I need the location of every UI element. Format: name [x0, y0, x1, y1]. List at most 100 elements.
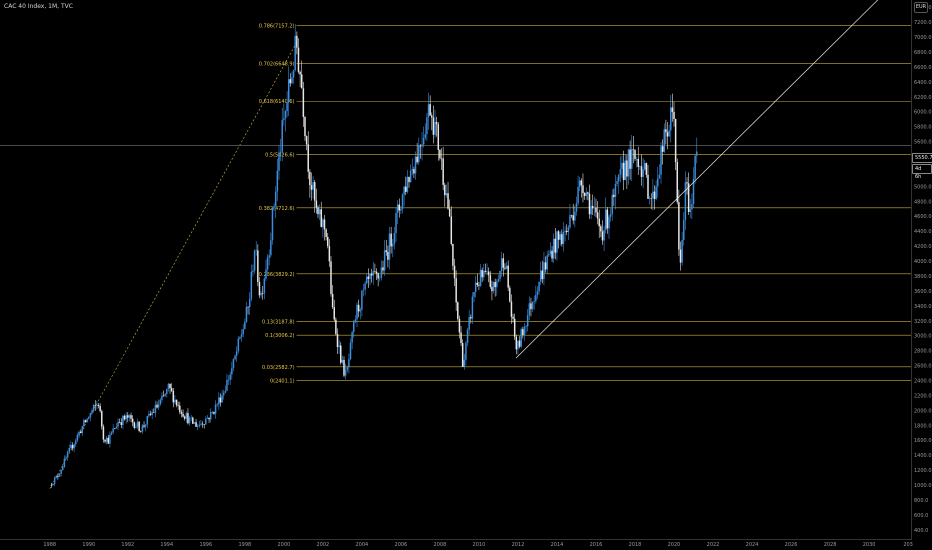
- candle-body-up: [190, 417, 192, 419]
- candle-body-down: [180, 411, 183, 414]
- candle-body-up: [224, 390, 227, 393]
- candle-body-down: [328, 246, 331, 262]
- candle-body-up: [144, 424, 147, 427]
- candle-body-up: [549, 250, 552, 255]
- candle-body-up: [157, 404, 160, 408]
- candle-body-up: [611, 194, 613, 215]
- candle-body-down: [374, 271, 376, 272]
- candle-body-down: [377, 273, 379, 279]
- candle-body-down: [304, 116, 306, 137]
- candle-body-down: [309, 171, 311, 186]
- candle-body-down: [673, 111, 675, 120]
- candle-body-up: [535, 294, 537, 302]
- candle-body-down: [133, 422, 136, 428]
- fib-level-label: 0.5(5426.6): [265, 153, 294, 159]
- candle-body-up: [499, 270, 501, 279]
- candle-body-up: [279, 151, 282, 153]
- candle-body-up: [188, 417, 191, 424]
- candle-body-up: [655, 186, 657, 200]
- candle-body-up: [409, 170, 412, 183]
- candle-body-up: [146, 415, 149, 425]
- candle-body-down: [665, 129, 667, 133]
- candle-body-down: [326, 236, 329, 247]
- candle-body-down: [522, 329, 524, 335]
- candle-body-down: [494, 282, 496, 288]
- candle-body-down: [435, 121, 438, 125]
- candle-body-down: [101, 411, 103, 427]
- candle-body-up: [117, 422, 119, 427]
- candle-body-up: [414, 156, 417, 174]
- candle-body-up: [616, 181, 618, 184]
- candle-body-down: [84, 420, 87, 423]
- candle-body-up: [474, 282, 477, 293]
- fib-level-label: 0.236(3829.2): [259, 272, 295, 278]
- currency-badge[interactable]: EUR: [914, 2, 928, 13]
- candle-body-up: [603, 230, 605, 241]
- candle-body-up: [205, 418, 207, 425]
- candle-body-up: [362, 289, 365, 291]
- x-tick-label: 2018: [629, 542, 642, 548]
- candle-body-up: [692, 178, 695, 204]
- candle-body-down: [458, 318, 461, 333]
- candle-body-up: [418, 145, 420, 163]
- candle-body-down: [572, 215, 574, 221]
- candle-body-up: [234, 355, 236, 360]
- candle-body-up: [617, 174, 620, 182]
- candle-body-up: [656, 178, 659, 187]
- x-tick-label: 2022: [707, 542, 720, 548]
- y-tick-label: 5600.0: [914, 140, 932, 146]
- candle-body-down: [257, 250, 259, 282]
- candle-body-up: [569, 215, 571, 228]
- candle-body-down: [541, 270, 544, 280]
- candle-body-down: [307, 144, 309, 172]
- candle-body-up: [539, 270, 542, 282]
- candle-body-down: [622, 162, 625, 180]
- candle-body-down: [544, 262, 547, 270]
- candle-body-down: [261, 293, 264, 294]
- y-tick-label: 4800.0: [914, 199, 932, 205]
- candle-body-up: [125, 415, 127, 420]
- candle-body-down: [452, 243, 454, 266]
- x-tick-label: 1998: [238, 542, 251, 548]
- candle-body-up: [353, 321, 355, 333]
- y-tick-label: 1800.0: [914, 423, 932, 429]
- candle-body-up: [200, 423, 202, 425]
- candle-body-up: [141, 425, 144, 432]
- candle-body-up: [492, 282, 495, 292]
- candle-body-up: [528, 303, 531, 316]
- candle-body-down: [637, 158, 639, 167]
- candle-body-down: [570, 215, 573, 216]
- candle-body-up: [604, 209, 607, 231]
- x-tick-label: 2024: [746, 542, 759, 548]
- candle-body-up: [260, 293, 262, 296]
- candle-body-down: [104, 439, 106, 442]
- x-tick-label: 1992: [121, 542, 134, 548]
- candle-body-up: [630, 149, 633, 169]
- candle-body-down: [481, 269, 483, 278]
- candle-body-up: [658, 174, 661, 179]
- candle-body-up: [250, 271, 253, 299]
- candle-body-down: [97, 404, 100, 407]
- candle-body-up: [322, 219, 324, 227]
- chart-title: CAC 40 Index, 1M, TVC: [4, 3, 73, 10]
- candle-body-down: [325, 229, 327, 237]
- candle-body-down: [343, 359, 345, 376]
- candle-body-down: [118, 422, 121, 423]
- candle-body-up: [590, 206, 592, 215]
- x-tick-label: 203: [903, 542, 913, 548]
- candle-body-up: [468, 317, 470, 330]
- candle-body-down: [390, 233, 392, 247]
- y-tick-label: 4000.0: [914, 259, 932, 265]
- candle-body-up: [552, 238, 555, 259]
- candle-body-up: [283, 118, 285, 121]
- candle-body-down: [140, 430, 142, 432]
- candle-body-down: [382, 267, 384, 271]
- candle-body-up: [543, 262, 545, 280]
- x-tick-label: 2006: [395, 542, 408, 548]
- candle-body-up: [294, 35, 296, 71]
- candle-body-down: [491, 286, 493, 292]
- candle-body-down: [666, 132, 669, 137]
- candle-body-up: [422, 137, 425, 145]
- candle-body-up: [209, 412, 212, 420]
